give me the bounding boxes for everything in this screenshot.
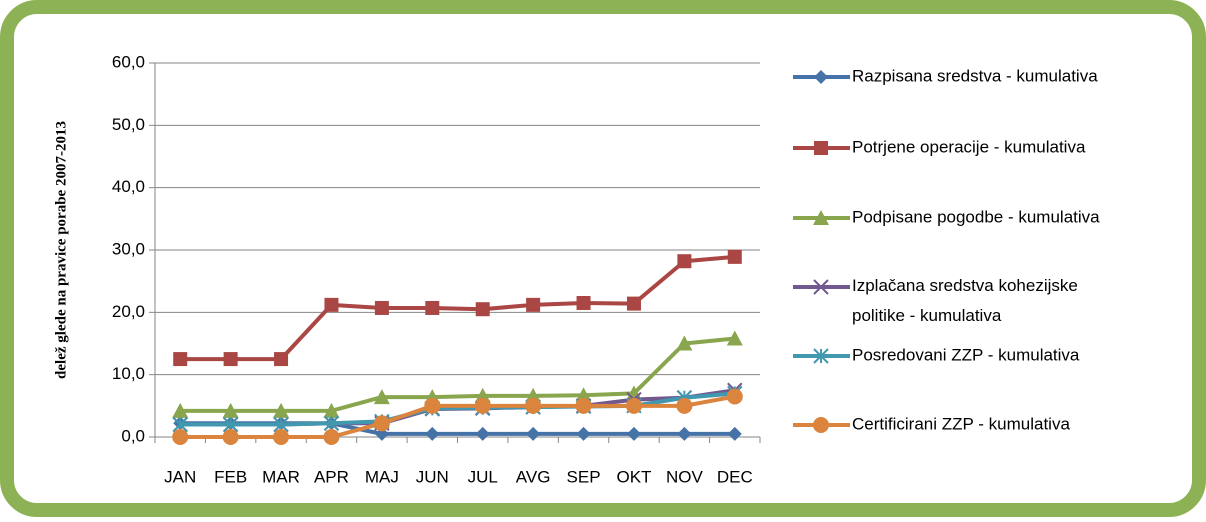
series-line	[180, 394, 736, 439]
marker	[813, 348, 829, 364]
marker	[814, 70, 828, 84]
series-line	[180, 254, 735, 362]
y-tick-label: 20,0	[112, 302, 145, 321]
y-axis-label: delež glede na pravice porabe 2007-2013	[53, 121, 69, 379]
x-tick-label: NOV	[666, 467, 704, 486]
y-tick-label: 30,0	[112, 239, 145, 258]
y-tick-label: 50,0	[112, 115, 145, 134]
y-tick-label: 40,0	[112, 177, 145, 196]
marker	[172, 429, 189, 445]
marker	[626, 426, 641, 441]
marker	[525, 397, 542, 414]
marker	[323, 402, 340, 418]
x-tick-label: OKT	[616, 467, 651, 486]
marker	[425, 426, 440, 441]
marker	[373, 389, 390, 405]
series-line	[180, 336, 735, 413]
marker	[374, 300, 389, 315]
legend-label: Izplačana sredstva kohezijske politike - …	[852, 276, 1078, 325]
x-tick-label: JAN	[164, 467, 196, 486]
marker	[273, 429, 290, 445]
marker	[222, 402, 239, 418]
marker	[676, 335, 693, 351]
x-tick-label: DEC	[717, 467, 753, 486]
marker	[222, 429, 239, 445]
legend-label: Certificirani ZZP - kumulativa	[852, 414, 1070, 433]
marker	[173, 352, 188, 367]
marker	[677, 254, 692, 269]
legend-label: Posredovani ZZP - kumulativa	[852, 345, 1080, 364]
x-tick-label: JUN	[416, 467, 449, 486]
x-tick-label: MAJ	[365, 467, 399, 486]
y-tick-label: 0,0	[121, 426, 145, 445]
marker	[814, 141, 828, 155]
x-tick-label: JUL	[468, 467, 498, 486]
marker	[576, 295, 591, 310]
marker	[676, 397, 693, 414]
marker	[324, 297, 339, 312]
marker	[223, 352, 238, 367]
marker	[727, 249, 742, 264]
marker	[172, 402, 189, 418]
marker	[726, 330, 743, 346]
x-tick-label: FEB	[214, 467, 247, 486]
legend-label: Razpisana sredstva - kumulativa	[852, 66, 1098, 85]
legend-label: Podpisane pogodbe - kumulativa	[852, 207, 1100, 226]
marker	[424, 397, 441, 414]
marker	[475, 302, 490, 317]
marker	[625, 397, 642, 414]
marker	[576, 426, 591, 441]
marker	[727, 426, 742, 441]
x-tick-label: SEP	[567, 467, 601, 486]
marker	[526, 426, 541, 441]
marker	[474, 397, 491, 414]
marker	[575, 397, 592, 414]
marker	[273, 402, 290, 418]
x-tick-label: APR	[314, 467, 349, 486]
marker	[323, 429, 340, 445]
marker	[526, 297, 541, 312]
marker	[626, 296, 641, 311]
marker	[813, 279, 829, 295]
marker	[813, 210, 829, 225]
marker	[475, 426, 490, 441]
marker	[274, 352, 289, 367]
marker	[813, 417, 829, 433]
marker	[677, 426, 692, 441]
y-tick-label: 60,0	[112, 52, 145, 71]
marker	[373, 415, 390, 432]
marker	[425, 300, 440, 315]
marker	[575, 387, 592, 403]
x-tick-label: MAR	[262, 467, 300, 486]
x-tick-label: AVG	[516, 467, 551, 486]
marker	[726, 388, 743, 405]
y-tick-label: 10,0	[112, 364, 145, 383]
legend-label: Potrjene operacije - kumulativa	[852, 137, 1086, 156]
marker	[323, 415, 340, 431]
